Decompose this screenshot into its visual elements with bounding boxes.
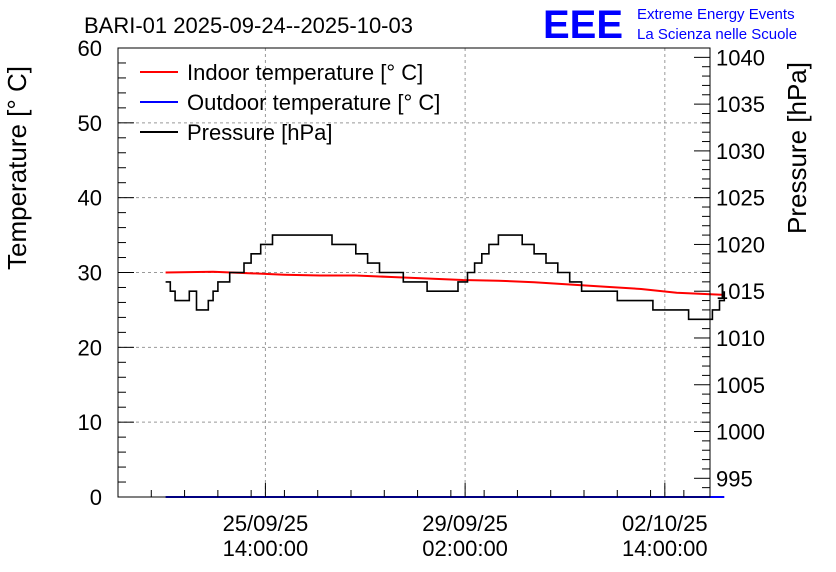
y-right-tick-label: 995 (716, 466, 753, 491)
y-left-tick-label: 50 (78, 111, 102, 136)
series-pressure-line (165, 234, 726, 321)
y-right-tick-label: 1015 (716, 279, 765, 304)
y-right-tick-label: 1040 (716, 45, 765, 70)
y-right-tick-label: 1020 (716, 232, 765, 257)
legend-label-outdoor: Outdoor temperature [° C] (187, 90, 440, 115)
legend: Indoor temperature [° C] Outdoor tempera… (140, 60, 440, 145)
y-left-axis-title: Temperature [° C] (2, 66, 32, 270)
y-left-tick-label: 10 (78, 410, 102, 435)
logo-mark: EEE (543, 3, 623, 47)
y-left-tick-label: 0 (90, 485, 102, 510)
y-right-tick-label: 1030 (716, 139, 765, 164)
legend-entry-indoor: Indoor temperature [° C] (140, 60, 423, 85)
y-left-tick-label: 60 (78, 36, 102, 61)
x-tick-label-date: 25/09/25 (223, 511, 309, 536)
axes: 0102030405060995100010051010101510201025… (78, 36, 765, 561)
legend-entry-outdoor: Outdoor temperature [° C] (140, 90, 440, 115)
y-right-tick-label: 1010 (716, 326, 765, 351)
legend-entry-pressure: Pressure [hPa] (140, 120, 333, 145)
y-right-axis-title: Pressure [hPa] (782, 62, 812, 234)
x-tick-label-time: 14:00:00 (622, 536, 708, 561)
x-tick-label-date: 02/10/25 (622, 511, 708, 536)
logo-line-1: Extreme Energy Events (637, 6, 795, 23)
y-right-tick-label: 1035 (716, 92, 765, 117)
y-left-tick-label: 40 (78, 186, 102, 211)
logo-line-2: La Scienza nelle Scuole (637, 26, 797, 43)
y-right-tick-label: 1005 (716, 373, 765, 398)
x-tick-label-date: 29/09/25 (422, 511, 508, 536)
x-tick-label-time: 02:00:00 (422, 536, 508, 561)
y-right-tick-label: 1025 (716, 186, 765, 211)
legend-label-pressure: Pressure [hPa] (187, 120, 333, 145)
eee-logo: EEE Extreme Energy Events La Scienza nel… (543, 3, 797, 47)
y-left-tick-label: 20 (78, 335, 102, 360)
y-right-tick-label: 1000 (716, 420, 765, 445)
y-left-tick-label: 30 (78, 261, 102, 286)
legend-label-indoor: Indoor temperature [° C] (187, 60, 423, 85)
series-indoor-line (165, 270, 725, 296)
x-tick-label-time: 14:00:00 (223, 536, 309, 561)
chart-title: BARI-01 2025-09-24--2025-10-03 (84, 13, 413, 38)
